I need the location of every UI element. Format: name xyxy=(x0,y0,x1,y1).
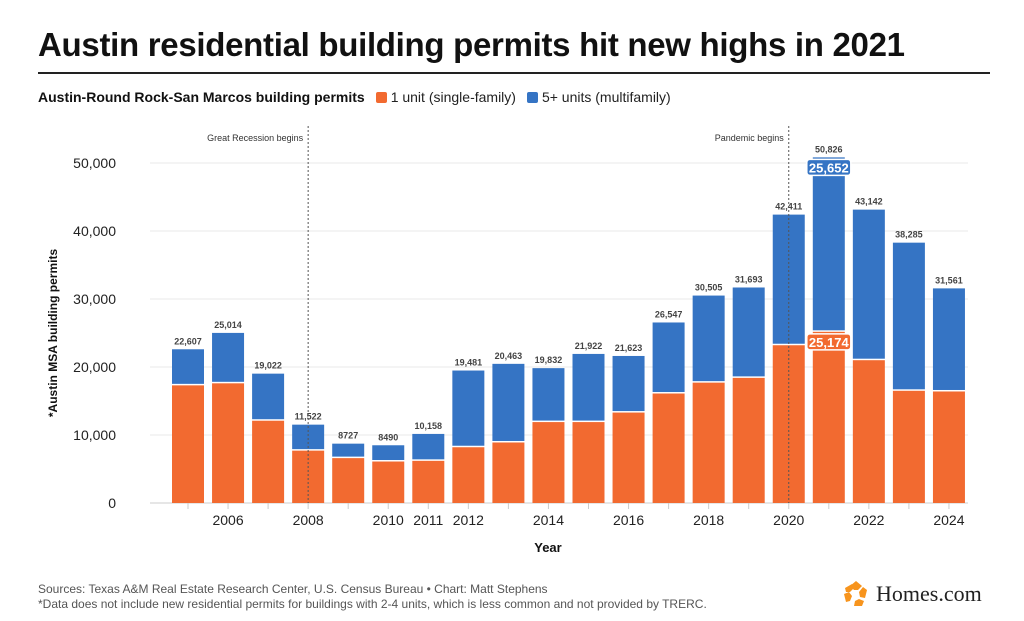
footnote-text: *Data does not include new residential p… xyxy=(38,597,707,611)
title-divider xyxy=(38,72,990,74)
bar-multifamily-2019 xyxy=(732,287,765,377)
total-label-2019: 31,693 xyxy=(735,274,763,284)
bar-multifamily-2015 xyxy=(572,353,605,421)
x-tick-label: 2020 xyxy=(773,512,804,528)
y-tick-label: 10,000 xyxy=(73,427,116,443)
annotation-label: Great Recession begins xyxy=(207,133,304,143)
bar-multifamily-2016 xyxy=(612,355,645,412)
y-axis-label: *Austin MSA building permits xyxy=(46,249,60,418)
annotation-label: Pandemic begins xyxy=(715,133,785,143)
homes-com-logo-icon xyxy=(844,581,867,606)
total-label-2009: 8727 xyxy=(338,431,358,441)
bar-multifamily-2010 xyxy=(372,445,405,461)
bar-single-family-2018 xyxy=(692,382,725,503)
total-label-2008: 11,522 xyxy=(295,412,322,422)
total-label-2005: 22,607 xyxy=(174,336,202,346)
legend: Austin-Round Rock-San Marcos building pe… xyxy=(38,89,677,105)
legend-title: Austin-Round Rock-San Marcos building pe… xyxy=(38,89,365,105)
x-tick-label: 2006 xyxy=(212,512,243,528)
legend-label: 5+ units (multifamily) xyxy=(541,89,671,105)
legend-item-single-family: 1 unit (single-family) xyxy=(375,89,516,105)
bar-single-family-2022 xyxy=(852,360,885,503)
bar-single-family-2007 xyxy=(252,420,285,503)
bar-multifamily-2017 xyxy=(652,322,685,393)
x-tick-label: 2022 xyxy=(853,512,884,528)
x-axis-label: Year xyxy=(534,540,561,555)
bar-multifamily-2023 xyxy=(892,242,925,390)
bar-single-family-2023 xyxy=(892,390,925,503)
homes-com-logo: Homes.com xyxy=(842,580,982,608)
bar-multifamily-2006 xyxy=(212,332,245,382)
total-label-2021: 50,826 xyxy=(815,144,843,154)
bar-multifamily-2008 xyxy=(292,424,325,450)
total-label-2018: 30,505 xyxy=(695,283,723,293)
bar-single-family-2011 xyxy=(412,460,445,503)
bar-single-family-2010 xyxy=(372,461,405,503)
bar-single-family-2019 xyxy=(732,377,765,503)
x-tick-label: 2018 xyxy=(693,512,724,528)
x-tick-label: 2008 xyxy=(293,512,324,528)
total-label-2006: 25,014 xyxy=(214,320,242,330)
bar-single-family-2017 xyxy=(652,393,685,503)
y-tick-label: 0 xyxy=(108,495,116,511)
total-label-2024: 31,561 xyxy=(935,275,963,285)
total-label-2012: 19,481 xyxy=(455,358,483,368)
y-tick-label: 30,000 xyxy=(73,291,116,307)
legend-item-multifamily: 5+ units (multifamily) xyxy=(526,89,671,105)
x-tick-label: 2024 xyxy=(933,512,964,528)
total-label-2022: 43,142 xyxy=(855,197,883,207)
bar-multifamily-2022 xyxy=(852,209,885,359)
highlight-label: 25,652 xyxy=(809,160,849,175)
bar-single-family-2005 xyxy=(172,385,204,503)
y-tick-label: 40,000 xyxy=(73,223,116,239)
bar-single-family-2016 xyxy=(612,412,645,503)
x-tick-label: 2014 xyxy=(533,512,564,528)
total-label-2013: 20,463 xyxy=(495,351,523,361)
highlight-badge xyxy=(806,158,852,177)
x-tick-label: 2011 xyxy=(413,512,443,528)
total-label-2023: 38,285 xyxy=(895,230,923,240)
x-tick-label: 2016 xyxy=(613,512,644,528)
bar-multifamily-2005 xyxy=(172,349,204,384)
bar-multifamily-2014 xyxy=(532,368,565,421)
total-label-2017: 26,547 xyxy=(655,309,683,319)
bar-multifamily-2011 xyxy=(412,433,445,460)
bar-multifamily-2024 xyxy=(932,288,965,390)
y-tick-label: 50,000 xyxy=(73,155,116,171)
bar-multifamily-2021 xyxy=(812,157,845,331)
bar-multifamily-2018 xyxy=(692,295,725,382)
bar-multifamily-2012 xyxy=(452,370,485,446)
total-label-2014: 19,832 xyxy=(535,355,563,365)
bar-single-family-2014 xyxy=(532,422,565,503)
bar-multifamily-2013 xyxy=(492,363,525,441)
bar-single-family-2024 xyxy=(932,391,965,503)
legend-label: 1 unit (single-family) xyxy=(390,89,516,105)
bar-multifamily-2007 xyxy=(252,373,285,420)
x-tick-label: 2010 xyxy=(373,512,404,528)
total-label-2015: 21,922 xyxy=(575,341,603,351)
bar-multifamily-2009 xyxy=(332,443,365,457)
logo-text: Homes.com xyxy=(876,581,982,606)
sources-text: Sources: Texas A&M Real Estate Research … xyxy=(38,582,548,596)
total-label-2011: 10,158 xyxy=(415,421,443,431)
y-tick-label: 20,000 xyxy=(73,359,116,375)
bar-single-family-2013 xyxy=(492,442,525,503)
total-label-2010: 8490 xyxy=(378,432,398,442)
highlight-label: 25,174 xyxy=(809,335,850,350)
total-label-2007: 19,022 xyxy=(254,361,282,371)
bar-single-family-2009 xyxy=(332,458,365,503)
total-label-2016: 21,623 xyxy=(615,343,643,353)
bar-single-family-2012 xyxy=(452,447,485,503)
x-tick-label: 2012 xyxy=(453,512,484,528)
bar-single-family-2006 xyxy=(212,383,245,503)
bar-single-family-2021 xyxy=(812,331,845,503)
highlight-badge xyxy=(806,333,852,351)
chart-title: Austin residential building permits hit … xyxy=(38,26,905,63)
bar-single-family-2015 xyxy=(572,422,605,503)
